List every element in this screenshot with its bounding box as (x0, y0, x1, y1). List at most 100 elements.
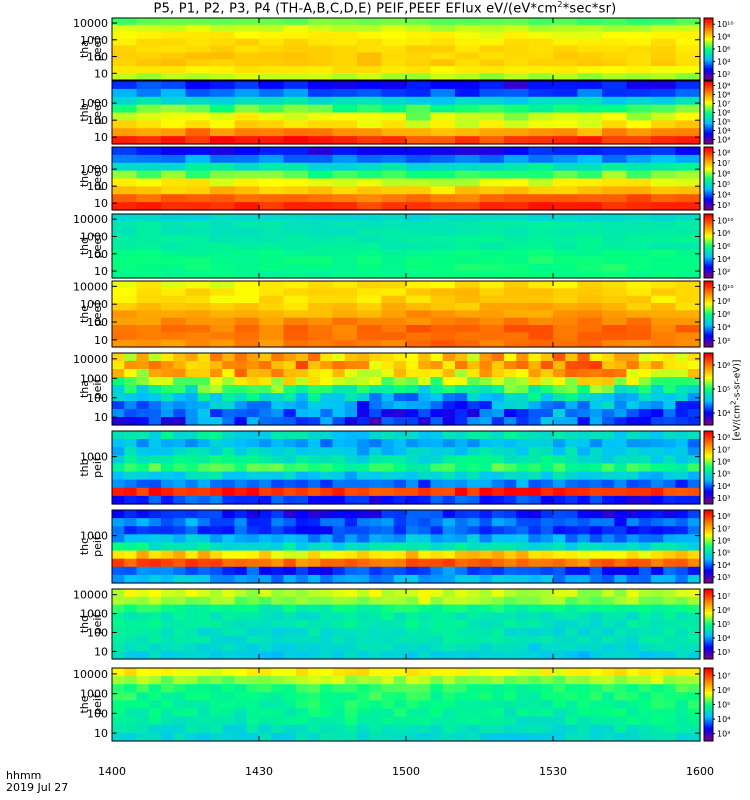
spectrogram-cell (467, 692, 481, 702)
spectrogram-cell (577, 194, 603, 203)
spectrogram-cell (504, 120, 530, 129)
spectrogram-cell (553, 81, 579, 90)
spectrogram-cell (283, 463, 297, 473)
spectrogram-cell (246, 385, 260, 394)
spectrogram-cell (528, 439, 542, 448)
colorbar-segment (704, 317, 713, 320)
spectrogram-cell (479, 716, 493, 726)
spectrogram-cell (455, 194, 481, 203)
spectrogram-cell (112, 439, 125, 448)
spectrogram-cell (406, 281, 432, 289)
spectrogram-cell (614, 417, 628, 426)
spectrogram-cell (553, 242, 579, 251)
spectrogram-cell (357, 542, 370, 552)
spectrogram-cell (369, 732, 383, 742)
spectrogram-cell (626, 162, 652, 172)
spectrogram-cell (308, 81, 334, 90)
spectrogram-cell (185, 487, 199, 497)
spectrogram-cell (259, 439, 272, 448)
spectrogram-cell (148, 604, 162, 613)
spectrogram-cell (283, 471, 297, 481)
colorbar-segment (704, 555, 713, 558)
spectrogram-cell (651, 550, 664, 560)
spectrogram-cell (185, 128, 211, 137)
spectrogram-cell (185, 317, 211, 326)
spectrogram-cell (393, 353, 407, 362)
spectrogram-cell (283, 310, 309, 319)
spectrogram-cell (602, 147, 628, 156)
spectrogram-cell (259, 684, 272, 693)
spectrogram-cell (161, 635, 174, 645)
spectrogram-cell (504, 510, 517, 519)
colorbar-segment (704, 206, 713, 209)
spectrogram-cell (442, 431, 456, 440)
colorbar-segment (704, 722, 713, 726)
spectrogram-cell (418, 635, 432, 645)
spectrogram-cell (553, 732, 566, 742)
spectrogram-cell (136, 369, 150, 378)
spectrogram-cell (675, 235, 701, 244)
spectrogram-cell (283, 88, 309, 98)
spectrogram-cell (589, 724, 603, 734)
spectrogram-cell (430, 256, 456, 265)
spectrogram-cell (357, 242, 383, 251)
spectrogram-cell (651, 339, 677, 348)
spectrogram-cell (357, 52, 383, 60)
spectrogram-cell (406, 471, 419, 481)
spectrogram-cell (357, 128, 383, 137)
spectrogram-cell (161, 128, 187, 137)
spectrogram-cell (357, 194, 383, 203)
spectrogram-cell (491, 510, 505, 519)
spectrogram-cell (418, 393, 432, 402)
spectrogram-cell (602, 96, 628, 106)
spectrogram-cell (112, 495, 125, 505)
spectrogram-cell (418, 431, 432, 440)
spectrogram-cell (479, 128, 505, 137)
spectrogram-cell (295, 651, 309, 660)
spectrogram-cell (136, 221, 162, 229)
spectrogram-cell (381, 170, 407, 180)
spectrogram-cell (369, 526, 383, 535)
spectrogram-cell (308, 732, 321, 742)
spectrogram-cell (259, 377, 272, 386)
spectrogram-cell (687, 676, 701, 685)
colorbar-segment (704, 198, 713, 202)
spectrogram-cell (455, 73, 481, 81)
colorbar-segment (704, 494, 713, 498)
spectrogram-cell (308, 228, 334, 236)
spectrogram-cell (161, 325, 187, 333)
spectrogram-cell (283, 288, 309, 297)
spectrogram-cell (308, 612, 321, 621)
spectrogram-cell (442, 692, 456, 702)
spectrogram-cell (602, 353, 615, 362)
spectrogram-cell (210, 604, 223, 613)
spectrogram-cell (614, 596, 628, 606)
spectrogram-cell (283, 393, 297, 402)
spectrogram-cell (173, 487, 187, 497)
spectrogram-cell (589, 566, 603, 576)
spectrogram-cell (504, 417, 517, 426)
spectrogram-cell (210, 104, 236, 114)
spectrogram-cell (332, 288, 358, 297)
colorbar-segment (704, 502, 713, 505)
spectrogram-cell (148, 574, 162, 584)
spectrogram-cell (173, 620, 187, 629)
colorbar-segment (704, 724, 713, 727)
colorbar-segment (704, 41, 713, 44)
spectrogram-cell (136, 120, 162, 129)
spectrogram-cell (577, 361, 591, 370)
spectrogram-cell (308, 417, 321, 426)
spectrogram-cell (185, 186, 211, 195)
spectrogram-cell (418, 558, 432, 568)
spectrogram-cell (553, 235, 579, 244)
spectrogram-cell (332, 447, 346, 456)
spectrogram-cell (234, 526, 248, 535)
spectrogram-cell (418, 463, 432, 473)
spectrogram-cell (185, 221, 211, 229)
spectrogram-cell (528, 263, 554, 272)
colorbar-tick-label: 10⁶ (717, 242, 730, 251)
spectrogram-cell (651, 455, 664, 465)
colorbar-segment (704, 167, 713, 170)
spectrogram-cell (197, 534, 211, 544)
spectrogram-cell (185, 214, 211, 222)
